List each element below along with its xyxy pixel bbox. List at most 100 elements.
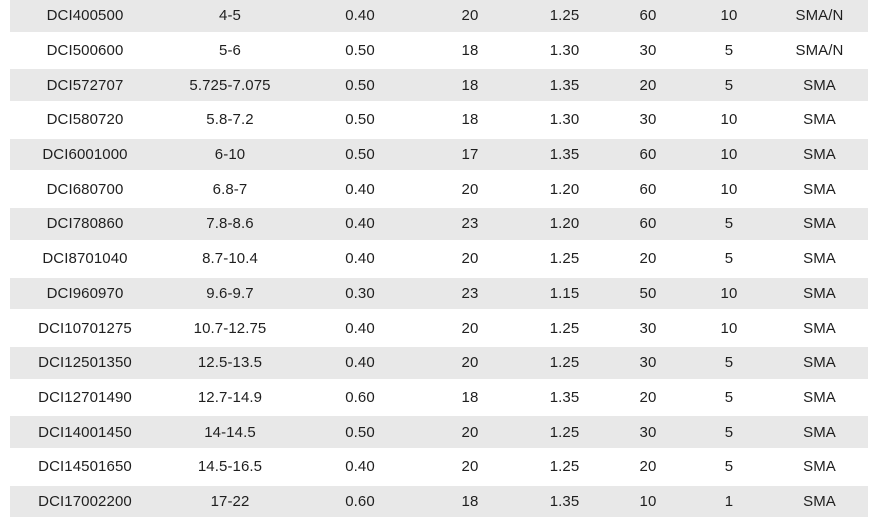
cell-frequency-range: 6-10 xyxy=(160,137,300,174)
cell-value-7: 5 xyxy=(687,33,771,70)
cell-frequency-range: 17-22 xyxy=(160,484,300,521)
cell-value-5: 1.30 xyxy=(520,102,609,139)
cell-value-7: 10 xyxy=(687,171,771,209)
cell-value-6: 60 xyxy=(609,171,687,209)
spec-table: DCI400500 4-5 0.40 20 1.25 60 10 SMA/N DCI500600… xyxy=(10,0,868,521)
cell-connector: SMA xyxy=(771,67,868,105)
cell-value-6: 30 xyxy=(609,33,687,70)
cell-value-3: 0.50 xyxy=(300,67,420,105)
cell-frequency-range: 5-6 xyxy=(160,33,300,70)
cell-value-3: 0.40 xyxy=(300,449,420,486)
cell-frequency-range: 6.8-7 xyxy=(160,171,300,209)
cell-value-6: 30 xyxy=(609,102,687,139)
cell-value-7: 5 xyxy=(687,380,771,417)
cell-value-5: 1.25 xyxy=(520,414,609,451)
cell-model: DCI12501350 xyxy=(10,345,160,382)
table-row: DCI12701490 12.7-14.9 0.60 18 1.35 20 5 SMA xyxy=(10,380,868,417)
cell-value-3: 0.60 xyxy=(300,484,420,521)
cell-value-4: 20 xyxy=(420,449,520,486)
cell-value-3: 0.50 xyxy=(300,102,420,139)
cell-frequency-range: 10.7-12.75 xyxy=(160,310,300,347)
cell-value-3: 0.40 xyxy=(300,241,420,278)
table-row: DCI10701275 10.7-12.75 0.40 20 1.25 30 10 SMA xyxy=(10,310,868,347)
cell-connector: SMA xyxy=(771,310,868,347)
cell-value-3: 0.40 xyxy=(300,0,420,35)
cell-value-5: 1.25 xyxy=(520,0,609,35)
cell-value-5: 1.25 xyxy=(520,241,609,278)
cell-value-6: 20 xyxy=(609,67,687,105)
cell-value-7: 10 xyxy=(687,102,771,139)
cell-value-7: 10 xyxy=(687,310,771,347)
cell-model: DCI572707 xyxy=(10,67,160,105)
table-row: DCI12501350 12.5-13.5 0.40 20 1.25 30 5 SMA xyxy=(10,345,868,382)
table-row: DCI572707 5.725-7.075 0.50 18 1.35 20 5 SMA xyxy=(10,67,868,105)
cell-value-6: 30 xyxy=(609,414,687,451)
cell-value-3: 0.50 xyxy=(300,33,420,70)
cell-connector: SMA/N xyxy=(771,0,868,35)
cell-value-4: 20 xyxy=(420,241,520,278)
cell-value-3: 0.40 xyxy=(300,206,420,243)
cell-model: DCI6001000 xyxy=(10,137,160,174)
cell-frequency-range: 14.5-16.5 xyxy=(160,449,300,486)
table-row: DCI17002200 17-22 0.60 18 1.35 10 1 SMA xyxy=(10,484,868,521)
cell-value-7: 5 xyxy=(687,241,771,278)
cell-value-5: 1.25 xyxy=(520,345,609,382)
cell-value-3: 0.40 xyxy=(300,310,420,347)
cell-value-4: 20 xyxy=(420,414,520,451)
cell-frequency-range: 4-5 xyxy=(160,0,300,35)
cell-frequency-range: 8.7-10.4 xyxy=(160,241,300,278)
cell-value-7: 5 xyxy=(687,67,771,105)
cell-value-5: 1.35 xyxy=(520,137,609,174)
cell-model: DCI780860 xyxy=(10,206,160,243)
table-row: DCI14501650 14.5-16.5 0.40 20 1.25 20 5 SMA xyxy=(10,449,868,486)
cell-value-6: 60 xyxy=(609,0,687,35)
cell-value-7: 5 xyxy=(687,414,771,451)
cell-connector: SMA xyxy=(771,276,868,313)
cell-value-4: 23 xyxy=(420,206,520,243)
cell-connector: SMA xyxy=(771,102,868,139)
cell-value-3: 0.50 xyxy=(300,414,420,451)
cell-model: DCI8701040 xyxy=(10,241,160,278)
cell-value-7: 5 xyxy=(687,449,771,486)
table-row: DCI8701040 8.7-10.4 0.40 20 1.25 20 5 SMA xyxy=(10,241,868,278)
cell-value-4: 18 xyxy=(420,102,520,139)
cell-frequency-range: 9.6-9.7 xyxy=(160,276,300,313)
cell-frequency-range: 12.7-14.9 xyxy=(160,380,300,417)
cell-value-6: 20 xyxy=(609,241,687,278)
cell-value-6: 20 xyxy=(609,449,687,486)
cell-value-5: 1.15 xyxy=(520,276,609,313)
cell-model: DCI12701490 xyxy=(10,380,160,417)
cell-value-4: 20 xyxy=(420,171,520,209)
cell-value-7: 5 xyxy=(687,206,771,243)
table-row: DCI960970 9.6-9.7 0.30 23 1.15 50 10 SMA xyxy=(10,276,868,313)
cell-connector: SMA xyxy=(771,414,868,451)
cell-value-4: 18 xyxy=(420,33,520,70)
cell-value-5: 1.30 xyxy=(520,33,609,70)
cell-value-7: 10 xyxy=(687,0,771,35)
cell-value-7: 10 xyxy=(687,137,771,174)
cell-frequency-range: 7.8-8.6 xyxy=(160,206,300,243)
cell-value-4: 18 xyxy=(420,67,520,105)
cell-model: DCI960970 xyxy=(10,276,160,313)
spec-table-body: DCI400500 4-5 0.40 20 1.25 60 10 SMA/N DCI500600… xyxy=(10,0,868,521)
cell-value-6: 60 xyxy=(609,137,687,174)
cell-value-5: 1.25 xyxy=(520,449,609,486)
cell-value-5: 1.20 xyxy=(520,171,609,209)
cell-value-5: 1.35 xyxy=(520,67,609,105)
cell-frequency-range: 5.8-7.2 xyxy=(160,102,300,139)
cell-connector: SMA xyxy=(771,484,868,521)
table-row: DCI500600 5-6 0.50 18 1.30 30 5 SMA/N xyxy=(10,33,868,70)
cell-value-4: 20 xyxy=(420,310,520,347)
cell-value-3: 0.60 xyxy=(300,380,420,417)
cell-value-5: 1.35 xyxy=(520,484,609,521)
cell-value-4: 20 xyxy=(420,0,520,35)
cell-value-3: 0.50 xyxy=(300,137,420,174)
cell-connector: SMA xyxy=(771,345,868,382)
cell-value-6: 20 xyxy=(609,380,687,417)
cell-model: DCI17002200 xyxy=(10,484,160,521)
cell-connector: SMA xyxy=(771,171,868,209)
table-row: DCI6001000 6-10 0.50 17 1.35 60 10 SMA xyxy=(10,137,868,174)
cell-value-5: 1.35 xyxy=(520,380,609,417)
cell-connector: SMA/N xyxy=(771,33,868,70)
